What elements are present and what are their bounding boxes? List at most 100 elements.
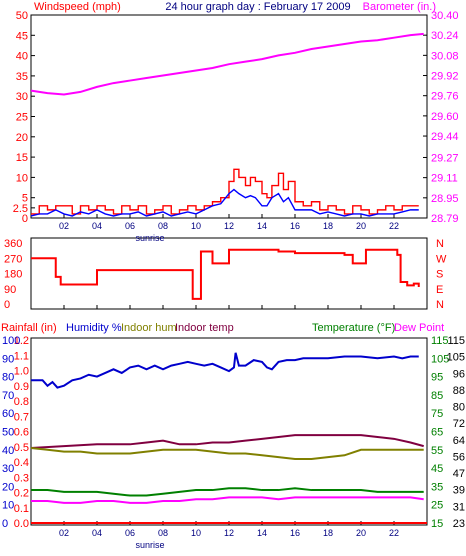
series-temperature-f-line <box>31 487 424 497</box>
x-tick-label: 14 <box>257 528 267 538</box>
humidity-tick-label: 60 <box>2 408 14 420</box>
series-indoor-temp-line <box>30 434 424 449</box>
x-tick-label: 18 <box>323 221 333 231</box>
indoor-temp-tick-label: 23 <box>453 518 465 530</box>
temperature-tick-label: 65 <box>431 427 443 439</box>
series-dew-point-line <box>31 496 424 504</box>
compass-label: N <box>436 299 444 311</box>
x-tick-label: 22 <box>389 221 399 231</box>
rainfall-axis-title: Rainfall (in) <box>1 322 57 334</box>
x-tick-label: 22 <box>389 528 399 538</box>
barometer-tick-label: 29.92 <box>431 71 459 83</box>
series-barometer-line <box>30 32 424 96</box>
rainfall-tick-label: 0.8 <box>14 396 29 408</box>
temperature-tick-label: 25 <box>431 500 443 512</box>
humidity-tick-label: 70 <box>2 390 14 402</box>
indoor-temp-tick-label: 96 <box>453 368 465 380</box>
x-tick-label: 10 <box>191 221 201 231</box>
series-windspeed-line <box>30 188 419 217</box>
x-tick-label: 08 <box>158 528 168 538</box>
temperature-tick-label: 55 <box>431 445 443 457</box>
humidity-tick-label: 80 <box>2 372 14 384</box>
windspeed-tick-label: 40 <box>16 51 28 63</box>
x-tick-label: 10 <box>191 528 201 538</box>
humidity-tick-label: 100 <box>2 335 20 347</box>
sunrise-label-bottom: sunrise <box>135 540 164 550</box>
rainfall-tick-label: 0.7 <box>14 411 29 423</box>
temperature-tick-label: 85 <box>431 390 443 402</box>
temperature-legend: Temperature (°F) <box>312 322 395 334</box>
windspeed-tick-label: 2.5 <box>13 203 28 215</box>
windspeed-tick-label: 45 <box>16 30 28 42</box>
compass-label: E <box>436 284 443 296</box>
temperature-tick-label: 15 <box>431 518 443 530</box>
x-tick-label: 06 <box>125 528 135 538</box>
windspeed-tick-label: 15 <box>16 152 28 164</box>
indoor-temp-tick-label: 47 <box>453 468 465 480</box>
indoor-temp-tick-label: 80 <box>453 402 465 414</box>
temperature-tick-label: 75 <box>431 408 443 420</box>
x-tick-label: 18 <box>323 528 333 538</box>
series-wind-direction-line <box>31 248 420 300</box>
temperature-tick-label: 105 <box>431 353 449 365</box>
rainfall-tick-label: 0.5 <box>14 442 29 454</box>
temperature-tick-label: 35 <box>431 481 443 493</box>
windspeed-tick-label: 20 <box>16 132 28 144</box>
humidity-tick-label: 30 <box>2 463 14 475</box>
sunrise-label-top: sunrise <box>135 233 164 243</box>
rainfall-tick-label: 0.2 <box>14 488 29 500</box>
humidity-legend: Humidity % <box>66 322 122 334</box>
humidity-tick-label: 20 <box>2 481 14 493</box>
barometer-tick-label: 29.27 <box>431 152 459 164</box>
rainfall-tick-label: 0.9 <box>14 381 29 393</box>
windspeed-tick-label: 10 <box>16 172 28 184</box>
direction-tick-label: 360 <box>4 238 22 250</box>
windspeed-axis-title: Windspeed (mph) <box>34 1 121 13</box>
indoor-temp-tick-label: 88 <box>453 385 465 397</box>
direction-tick-label: 180 <box>4 269 22 281</box>
x-tick-label: 16 <box>290 528 300 538</box>
rainfall-tick-label: 0.0 <box>14 518 29 530</box>
rainfall-tick-label: 0.1 <box>14 503 29 515</box>
windspeed-tick-label: 0 <box>22 213 28 225</box>
barometer-tick-label: 30.40 <box>431 10 459 22</box>
humidity-tick-label: 40 <box>2 445 14 457</box>
indoor-hum-legend: Indoor hum <box>121 322 177 334</box>
windspeed-tick-label: 50 <box>16 10 28 22</box>
rainfall-tick-label: 1.1 <box>14 350 29 362</box>
wind-direction-plot-frame <box>30 237 428 310</box>
windspeed-tick-label: 35 <box>16 71 28 83</box>
indoor-temp-tick-label: 115 <box>447 335 465 347</box>
x-tick-label: 12 <box>224 221 234 231</box>
x-tick-label: 02 <box>59 221 69 231</box>
indoor-temp-tick-label: 56 <box>453 451 465 463</box>
barometer-axis-title: Barometer (in.) <box>363 1 436 13</box>
series-humidity-line <box>31 352 419 389</box>
x-tick-label: 20 <box>356 221 366 231</box>
indoor-temp-tick-label: 31 <box>453 501 465 513</box>
barometer-tick-label: 28.79 <box>431 213 459 225</box>
x-tick-label: 16 <box>290 221 300 231</box>
x-tick-label: 14 <box>257 221 267 231</box>
compass-label: N <box>436 238 444 250</box>
humidity-tick-label: 10 <box>2 500 14 512</box>
rainfall-tick-label: 0.3 <box>14 472 29 484</box>
x-tick-label: 04 <box>92 528 102 538</box>
direction-tick-label: 270 <box>4 253 22 265</box>
indoor-temp-tick-label: 39 <box>453 485 465 497</box>
direction-tick-label: 90 <box>4 284 16 296</box>
x-tick-label: 08 <box>158 221 168 231</box>
dew-point-legend: Dew Point <box>394 322 444 334</box>
barometer-tick-label: 29.11 <box>431 173 458 185</box>
rainfall-tick-label: 0.6 <box>14 427 29 439</box>
barometer-tick-label: 28.95 <box>431 193 459 205</box>
direction-tick-label: 0 <box>4 299 10 311</box>
compass-label: S <box>436 269 443 281</box>
barometer-tick-label: 29.60 <box>431 111 459 123</box>
humidity-tick-label: 0 <box>2 518 8 530</box>
rainfall-tick-label: 1.0 <box>14 366 29 378</box>
barometer-tick-label: 29.76 <box>431 91 459 103</box>
rainfall-tick-label: 1.2 <box>14 335 29 347</box>
